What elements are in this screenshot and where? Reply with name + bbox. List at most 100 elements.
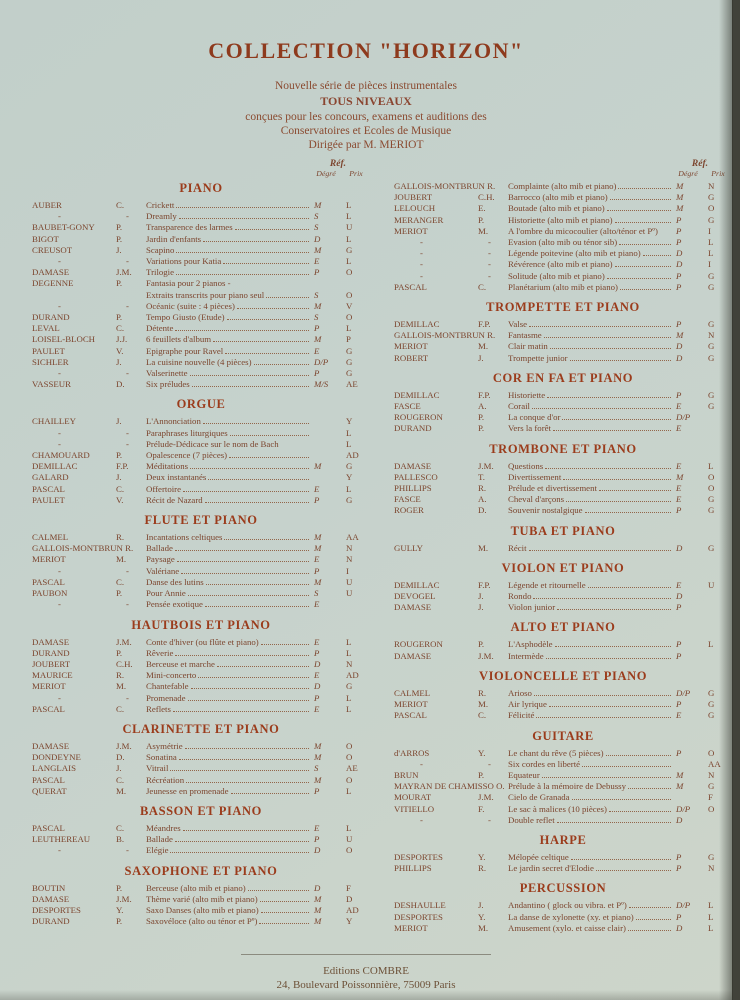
piece-title: Corail	[508, 401, 530, 412]
piece-title-wrap: Vers la forêt	[508, 423, 674, 434]
dotted-leader	[229, 457, 309, 459]
piece-title: Révérence (alto mib et piano)	[508, 259, 613, 270]
catalog-row: Extraits transcrits pour piano seul S O	[32, 290, 370, 301]
sections-left: PIANO AUBER C. Crickett M L - - Dreamly S L BAUBET-…	[32, 181, 370, 927]
piece-title: Sonatina	[146, 752, 177, 763]
composer-name: -	[58, 845, 61, 856]
composer-name: PAULET	[32, 494, 65, 505]
catalog-row: DAMASE J.M. Conte d'hiver (ou flûte et pia…	[32, 637, 370, 648]
piece-title-wrap: Prélude et divertissement	[508, 483, 674, 494]
dotted-leader	[176, 274, 309, 276]
prix-label: Prix	[349, 169, 363, 178]
piece-title-wrap: Le chant du rêve (5 pièces)	[508, 748, 674, 759]
degree-value: P	[676, 237, 682, 248]
section-title: PIANO	[179, 181, 223, 195]
degree-value: P	[676, 505, 682, 516]
instrument-section: GUITARE d'ARROS Y. Le chant du rêve (5 pièc…	[394, 729, 732, 826]
composer-name: DEMILLAC	[394, 389, 440, 400]
piece-title-wrap: Prélude-Dédicace sur le nom de Bach	[146, 439, 312, 450]
composer-name: DURAND	[32, 312, 70, 323]
piece-title: Mini-concerto	[146, 670, 197, 681]
degree-value: M	[676, 203, 684, 214]
dotted-leader	[174, 550, 309, 552]
piece-title: Ballade	[146, 543, 173, 554]
dotted-leader	[570, 858, 671, 860]
price-code: L	[708, 237, 714, 248]
piece-title-wrap: Souvenir nostalgique	[508, 505, 674, 516]
composer-name: BRUN	[394, 769, 419, 780]
piece-title-wrap: Trompette junior	[508, 353, 674, 364]
composer-name: MERIOT	[394, 341, 428, 352]
piece-title-wrap: Ballade	[146, 543, 312, 554]
piece-title: Solitude (alto mib et piano)	[508, 270, 605, 281]
composer-initial: P.	[478, 214, 485, 225]
instrument-section: VIOLON ET PIANO DEMILLAC F.P. Légende et ri…	[394, 561, 732, 614]
piece-title: Transparence des larmes	[146, 222, 233, 233]
composer-initial: -	[488, 237, 491, 248]
piece-title: Variations pour Katia	[146, 256, 222, 267]
degree-value: D/P	[676, 412, 691, 423]
price-code: F	[708, 792, 713, 803]
catalog-row: MOURAT J.M. Cielo de Granada F	[394, 792, 732, 803]
piece-title-wrap: Thème varié (alto mib et piano)	[146, 894, 312, 905]
price-code: L	[346, 427, 352, 438]
composer-name: JOUBERT	[32, 658, 71, 669]
catalog-row: - - Légende poitevine (alto mib et piano) D…	[394, 248, 732, 259]
composer-name: PAUBON	[32, 588, 68, 599]
piece-title: Paysage	[146, 554, 175, 565]
catalog-row: MERIOT M. A l'ombre du micocoulier (alto/t…	[394, 226, 732, 237]
price-code: G	[708, 699, 715, 710]
composer-initial: M.	[478, 699, 489, 710]
composer-name: DEMILLAC	[32, 461, 78, 472]
price-code: L	[708, 922, 714, 933]
composer-name: MAURICE	[32, 670, 73, 681]
degree-value: P	[314, 785, 320, 796]
piece-title-wrap: Légende et ritournelle	[508, 580, 674, 591]
degree-value: D	[314, 233, 321, 244]
price-code: AA	[708, 758, 721, 769]
price-code: G	[708, 319, 715, 330]
composer-initial: R.	[478, 687, 487, 698]
piece-title-wrap: Boutade (alto mib et piano)	[508, 203, 674, 214]
composer-initial: -	[488, 259, 491, 270]
price-code: G	[708, 281, 715, 292]
catalog-row: PASCAL C. Reflets E L	[32, 704, 370, 715]
price-code: L	[346, 256, 352, 267]
dotted-leader	[223, 263, 309, 265]
composer-name: BOUTIN	[32, 882, 66, 893]
degree-value: M	[314, 576, 322, 587]
instrument-section: TROMPETTE ET PIANO DEMILLAC F.P. Valse P G GAL…	[394, 300, 732, 364]
dotted-leader	[230, 792, 309, 794]
degree-value: D/P	[314, 356, 329, 367]
composer-name: ROGER	[394, 505, 424, 516]
piece-title-wrap: Dreamly	[146, 211, 312, 222]
composer-name: BAUBET-GONY	[32, 222, 95, 233]
composer-name: CALMEL	[32, 532, 69, 543]
catalog-row: GULLY M. Récit D G	[394, 543, 732, 554]
piece-title: Saxovéloce (alto ou ténor et Pº)	[146, 916, 258, 927]
dotted-leader	[181, 572, 309, 574]
composer-initial: M.	[478, 922, 489, 933]
catalog-row: DURAND P. Rêverie P L	[32, 648, 370, 659]
composer-initial: C.	[116, 200, 125, 210]
price-code: N	[346, 554, 353, 565]
piece-title-wrap: Opalescence (7 pièces)	[146, 450, 312, 461]
piece-title: Barrocco (alto mib et piano)	[508, 192, 608, 203]
catalog-row: - - Elégie D O	[32, 845, 370, 856]
piece-title: Valse	[508, 319, 528, 330]
catalog-row: FASCE A. Cheval d'arçons E G	[394, 494, 732, 505]
dotted-leader	[191, 386, 309, 388]
composer-initial: -	[488, 248, 491, 259]
degree-value: P	[676, 225, 682, 236]
composer-name: MERANGER	[394, 214, 444, 225]
catalog-row: PAULET V. Epigraphe pour Ravel E G	[32, 346, 370, 357]
piece-title: Complainte (alto mib et piano)	[508, 181, 617, 191]
piece-title: Le chant du rêve (5 pièces)	[508, 747, 604, 758]
composer-initial: -	[126, 845, 129, 856]
catalog-row: - - Dreamly S L	[32, 211, 370, 222]
composer-name: LEVAL	[32, 323, 60, 334]
composer-name: PASCAL	[32, 703, 65, 714]
composer-name: -	[58, 692, 61, 703]
degree-value: E	[314, 636, 320, 647]
dotted-leader	[606, 277, 671, 279]
